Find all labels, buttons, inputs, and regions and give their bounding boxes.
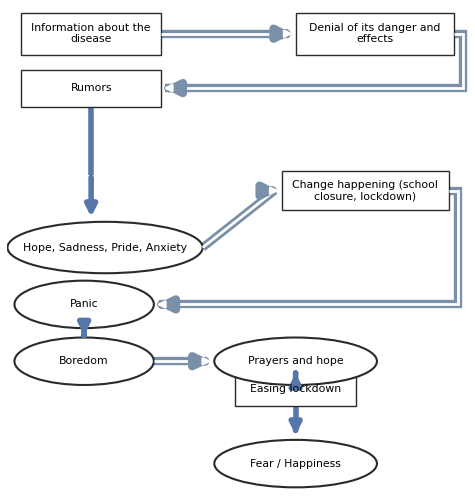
- Ellipse shape: [8, 222, 203, 273]
- FancyBboxPatch shape: [21, 70, 161, 106]
- Text: Boredom: Boredom: [59, 356, 109, 366]
- Text: Denial of its danger and
effects: Denial of its danger and effects: [309, 23, 440, 44]
- Text: Fear / Happiness: Fear / Happiness: [250, 458, 341, 468]
- Ellipse shape: [14, 280, 154, 328]
- Ellipse shape: [14, 338, 154, 385]
- FancyBboxPatch shape: [295, 12, 454, 54]
- Ellipse shape: [214, 338, 377, 385]
- Text: Rumors: Rumors: [70, 83, 112, 93]
- Text: Easing lockdown: Easing lockdown: [250, 384, 341, 394]
- FancyBboxPatch shape: [282, 171, 449, 210]
- Text: Prayers and hope: Prayers and hope: [248, 356, 343, 366]
- Ellipse shape: [214, 440, 377, 488]
- FancyBboxPatch shape: [21, 12, 161, 54]
- Text: Panic: Panic: [70, 300, 98, 310]
- Text: Information about the
disease: Information about the disease: [31, 23, 151, 44]
- Text: Change happening (school
closure, lockdown): Change happening (school closure, lockdo…: [293, 180, 438, 202]
- FancyBboxPatch shape: [235, 372, 356, 406]
- Text: Hope, Sadness, Pride, Anxiety: Hope, Sadness, Pride, Anxiety: [23, 242, 187, 252]
